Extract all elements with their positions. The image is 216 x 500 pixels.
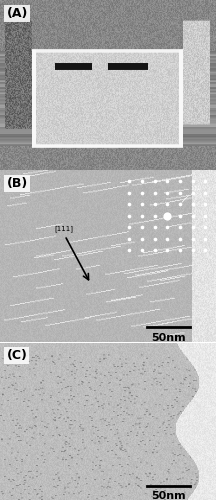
Text: 50nm: 50nm xyxy=(151,492,186,500)
Text: [111]: [111] xyxy=(54,226,73,232)
Text: (C): (C) xyxy=(6,349,27,362)
Text: 50nm: 50nm xyxy=(151,333,186,343)
Text: (B): (B) xyxy=(6,177,28,190)
Text: (A): (A) xyxy=(6,7,28,20)
